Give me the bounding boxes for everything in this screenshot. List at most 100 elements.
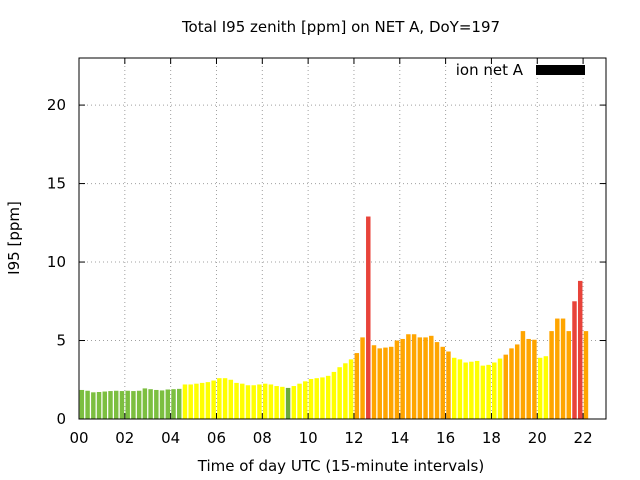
bar <box>274 386 279 419</box>
bar <box>480 365 486 419</box>
bar <box>492 362 497 419</box>
bar <box>205 382 211 419</box>
bar <box>469 361 474 419</box>
bar <box>371 345 377 419</box>
bar <box>417 337 423 419</box>
x-tick-label: 04 <box>161 429 180 447</box>
bar <box>125 390 130 419</box>
bar <box>314 378 319 419</box>
bar <box>257 384 262 419</box>
bar <box>577 280 583 419</box>
bar <box>291 386 297 419</box>
bar <box>337 367 342 419</box>
bar <box>549 331 554 419</box>
x-tick-label: 00 <box>69 429 88 447</box>
bar <box>102 391 108 419</box>
bar <box>457 359 463 419</box>
x-tick-label: 08 <box>253 429 272 447</box>
bar <box>154 389 159 419</box>
x-tick-label: 22 <box>574 429 593 447</box>
bar <box>520 331 526 419</box>
bar <box>463 362 468 419</box>
bar <box>280 386 285 419</box>
bar <box>560 318 566 419</box>
chart-title: Total I95 zenith [ppm] on NET A, DoY=197 <box>181 18 500 36</box>
bar <box>451 357 457 419</box>
bar <box>383 347 388 419</box>
bar <box>297 383 302 419</box>
grid <box>79 58 606 419</box>
bar <box>131 391 136 419</box>
axes <box>78 57 607 420</box>
bar <box>308 378 314 419</box>
bar <box>240 383 245 419</box>
x-tick-label: 16 <box>436 429 455 447</box>
bar <box>583 331 589 419</box>
bar <box>503 354 508 419</box>
bar <box>285 387 291 419</box>
bar <box>537 357 543 419</box>
bar <box>268 384 274 419</box>
legend: ion net A <box>456 61 585 79</box>
bar <box>199 382 205 419</box>
bar <box>325 375 331 419</box>
bar <box>354 353 360 419</box>
bar <box>343 363 348 419</box>
bar <box>177 388 182 419</box>
bar <box>331 371 337 419</box>
legend-label: ion net A <box>456 61 524 79</box>
y-axis-label: I95 [ppm] <box>5 201 23 275</box>
bar <box>165 389 171 419</box>
bar <box>228 379 234 419</box>
bar <box>171 389 176 419</box>
bar <box>119 391 125 419</box>
bar <box>509 348 514 419</box>
bar <box>388 346 394 419</box>
bar <box>411 334 417 419</box>
bar <box>251 385 256 419</box>
tick-labels: 00 02 04 06 08 10 12 14 16 18 20 22 0 5 10 15 20 <box>47 96 593 447</box>
bar <box>113 390 119 419</box>
y-tick-label: 0 <box>56 410 66 428</box>
bar <box>188 384 193 419</box>
bar <box>222 378 228 419</box>
bar <box>217 378 222 419</box>
bar <box>406 334 411 419</box>
bar <box>377 348 382 419</box>
bar <box>108 391 113 419</box>
bar <box>566 331 572 419</box>
bar <box>159 390 165 419</box>
bar <box>446 351 451 419</box>
bar <box>348 359 354 419</box>
bar <box>234 382 239 419</box>
bar <box>400 338 405 419</box>
bar <box>194 383 199 419</box>
bar <box>555 318 560 419</box>
x-tick-label: 10 <box>299 429 318 447</box>
bar <box>486 364 491 419</box>
y-tick-label: 20 <box>47 96 66 114</box>
bar <box>79 389 85 419</box>
bar <box>526 338 531 419</box>
x-tick-label: 12 <box>344 429 363 447</box>
bar <box>497 358 503 419</box>
y-tick-label: 15 <box>47 175 66 193</box>
y-tick-label: 10 <box>47 253 66 271</box>
bar <box>572 301 577 419</box>
bar <box>96 392 102 419</box>
x-axis-label: Time of day UTC (15-minute intervals) <box>197 457 484 475</box>
legend-swatch <box>536 65 585 75</box>
x-tick-label: 20 <box>528 429 547 447</box>
bar <box>85 390 90 419</box>
x-tick-label: 02 <box>115 429 134 447</box>
x-tick-label: 14 <box>390 429 409 447</box>
bar <box>366 216 371 419</box>
bar <box>394 340 400 419</box>
bar <box>303 381 308 419</box>
bar <box>532 339 537 419</box>
bar <box>429 335 434 419</box>
bar <box>211 380 216 419</box>
bar <box>360 337 365 419</box>
bar <box>434 342 440 419</box>
